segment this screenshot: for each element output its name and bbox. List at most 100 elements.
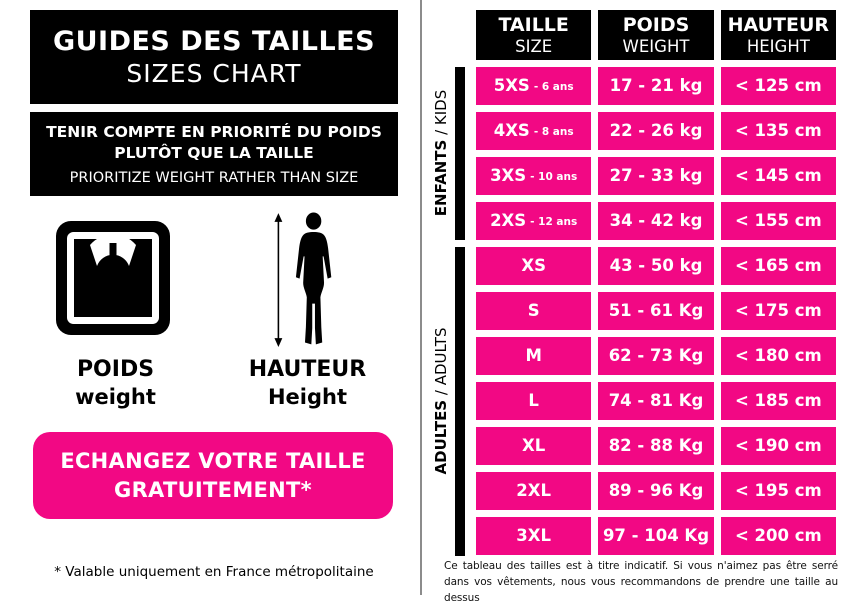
size-value: XL — [522, 436, 546, 456]
kids-label-bold: ENFANTS — [432, 139, 450, 217]
table-row: 4XS - 8 ans 22 - 26 kg < 135 cm — [476, 112, 836, 150]
header-size-fr: TAILLE — [498, 13, 569, 36]
indicative-sizes-disclaimer: Ce tableau des tailles est à titre indic… — [444, 560, 838, 604]
height-cell: < 145 cm — [720, 157, 836, 195]
adults-group-bar — [455, 247, 465, 556]
weight-label-english: weight — [75, 384, 156, 409]
size-cell: 5XS - 6 ans — [476, 67, 592, 105]
size-cell: L — [476, 382, 592, 420]
table-row: XL 82 - 88 Kg < 190 cm — [476, 427, 836, 465]
sizes-chart-title-banner: GUIDES DES TAILLES SIZES CHART — [30, 10, 398, 104]
header-weight-en: WEIGHT — [622, 36, 690, 56]
header-height-fr: HAUTEUR — [727, 13, 830, 36]
weight-cell: 74 - 81 Kg — [598, 382, 714, 420]
size-cell: 4XS - 8 ans — [476, 112, 592, 150]
title-english: SIZES CHART — [126, 59, 302, 88]
weight-cell: 27 - 33 kg — [598, 157, 714, 195]
size-cell: XL — [476, 427, 592, 465]
weight-priority-notice-banner: TENIR COMPTE EN PRIORITÉ DU POIDS PLUTÔT… — [30, 112, 398, 196]
size-cell: 3XS - 10 ans — [476, 157, 592, 195]
size-cell: S — [476, 292, 592, 330]
weight-label-french: POIDS — [76, 357, 155, 382]
weight-cell: 82 - 88 Kg — [598, 427, 714, 465]
height-cell: < 190 cm — [720, 427, 836, 465]
weight-cell: 89 - 96 Kg — [598, 472, 714, 510]
kids-group-label: ENFANTS / KIDS — [432, 90, 450, 216]
age-value: - 8 ans — [533, 126, 574, 139]
height-cell: < 200 cm — [720, 517, 836, 555]
size-cell: 2XS - 12 ans — [476, 202, 592, 240]
size-value: 2XL — [516, 481, 552, 501]
adults-group-label: ADULTES / ADULTS — [432, 328, 450, 475]
size-cell: XS — [476, 247, 592, 285]
weight-cell: 62 - 73 Kg — [598, 337, 714, 375]
size-cell: 2XL — [476, 472, 592, 510]
header-weight-column: POIDS WEIGHT — [598, 10, 714, 60]
size-value: L — [528, 391, 539, 411]
table-row: 2XL 89 - 96 Kg < 195 cm — [476, 472, 836, 510]
header-height-en: HEIGHT — [746, 36, 810, 56]
height-cell: < 195 cm — [720, 472, 836, 510]
weight-cell: 22 - 26 kg — [598, 112, 714, 150]
size-value: 3XL — [516, 526, 552, 546]
height-cell: < 185 cm — [720, 382, 836, 420]
france-only-footnote: * Valable uniquement en France métropoli… — [54, 564, 374, 580]
header-weight-fr: POIDS — [622, 13, 690, 36]
kids-group-bar — [455, 67, 465, 240]
height-cell: < 180 cm — [720, 337, 836, 375]
age-value: - 10 ans — [530, 171, 578, 184]
height-cell: < 125 cm — [720, 67, 836, 105]
age-value: - 12 ans — [530, 216, 578, 229]
age-value: - 6 ans — [533, 81, 574, 94]
height-cell: < 175 cm — [720, 292, 836, 330]
size-table-header: TAILLE SIZE POIDS WEIGHT HAUTEUR HEIGHT — [476, 10, 836, 60]
height-arrow-icon — [274, 213, 283, 347]
weight-cell: 34 - 42 kg — [598, 202, 714, 240]
header-size-en: SIZE — [515, 36, 553, 56]
weighing-scale-icon — [53, 218, 173, 338]
table-row: 3XS - 10 ans 27 - 33 kg < 145 cm — [476, 157, 836, 195]
height-figure-group — [272, 212, 338, 348]
title-french: GUIDES DES TAILLES — [52, 26, 376, 57]
size-table-rows: 5XS - 6 ans 17 - 21 kg < 125 cm 4XS - 8 … — [476, 67, 836, 555]
header-height-column: HAUTEUR HEIGHT — [720, 10, 836, 60]
weight-icon-label: POIDS weight — [33, 356, 198, 410]
table-row: XS 43 - 50 kg < 165 cm — [476, 247, 836, 285]
size-cell: 3XL — [476, 517, 592, 555]
cta-line1: ECHANGEZ VOTRE TAILLE — [60, 449, 366, 474]
notice-english: PRIORITIZE WEIGHT RATHER THAN SIZE — [69, 169, 359, 186]
size-value: M — [525, 346, 542, 366]
size-value: 4XS — [493, 121, 530, 141]
height-cell: < 165 cm — [720, 247, 836, 285]
person-silhouette-icon — [295, 212, 332, 345]
size-value: 5XS — [493, 76, 530, 96]
weight-cell: 51 - 61 Kg — [598, 292, 714, 330]
table-row: S 51 - 61 Kg < 175 cm — [476, 292, 836, 330]
height-label-english: Height — [267, 384, 348, 409]
table-row: 5XS - 6 ans 17 - 21 kg < 125 cm — [476, 67, 836, 105]
table-row: 2XS - 12 ans 34 - 42 kg < 155 cm — [476, 202, 836, 240]
size-value: XS — [521, 256, 546, 276]
free-size-exchange-banner: ECHANGEZ VOTRE TAILLE GRATUITEMENT* — [33, 432, 393, 519]
size-value: 3XS — [490, 166, 527, 186]
size-value: S — [527, 301, 540, 321]
height-cell: < 135 cm — [720, 112, 836, 150]
height-label-french: HAUTEUR — [248, 357, 367, 382]
weight-cell: 17 - 21 kg — [598, 67, 714, 105]
height-cell: < 155 cm — [720, 202, 836, 240]
weight-cell: 43 - 50 kg — [598, 247, 714, 285]
adults-label-rest: / ADULTS — [432, 327, 450, 400]
adults-label-bold: ADULTES — [432, 399, 450, 475]
notice-french-line1: TENIR COMPTE EN PRIORITÉ DU POIDS — [46, 123, 382, 142]
vertical-divider — [420, 0, 422, 595]
height-icon-label: HAUTEUR Height — [225, 356, 390, 410]
table-row: L 74 - 81 Kg < 185 cm — [476, 382, 836, 420]
weight-cell: 97 - 104 Kg — [598, 517, 714, 555]
cta-line2: GRATUITEMENT* — [114, 477, 312, 502]
kids-label-rest: / KIDS — [432, 89, 450, 140]
header-size-column: TAILLE SIZE — [476, 10, 592, 60]
table-row: M 62 - 73 Kg < 180 cm — [476, 337, 836, 375]
table-row: 3XL 97 - 104 Kg < 200 cm — [476, 517, 836, 555]
size-cell: M — [476, 337, 592, 375]
notice-french-line2: PLUTÔT QUE LA TAILLE — [114, 143, 314, 162]
